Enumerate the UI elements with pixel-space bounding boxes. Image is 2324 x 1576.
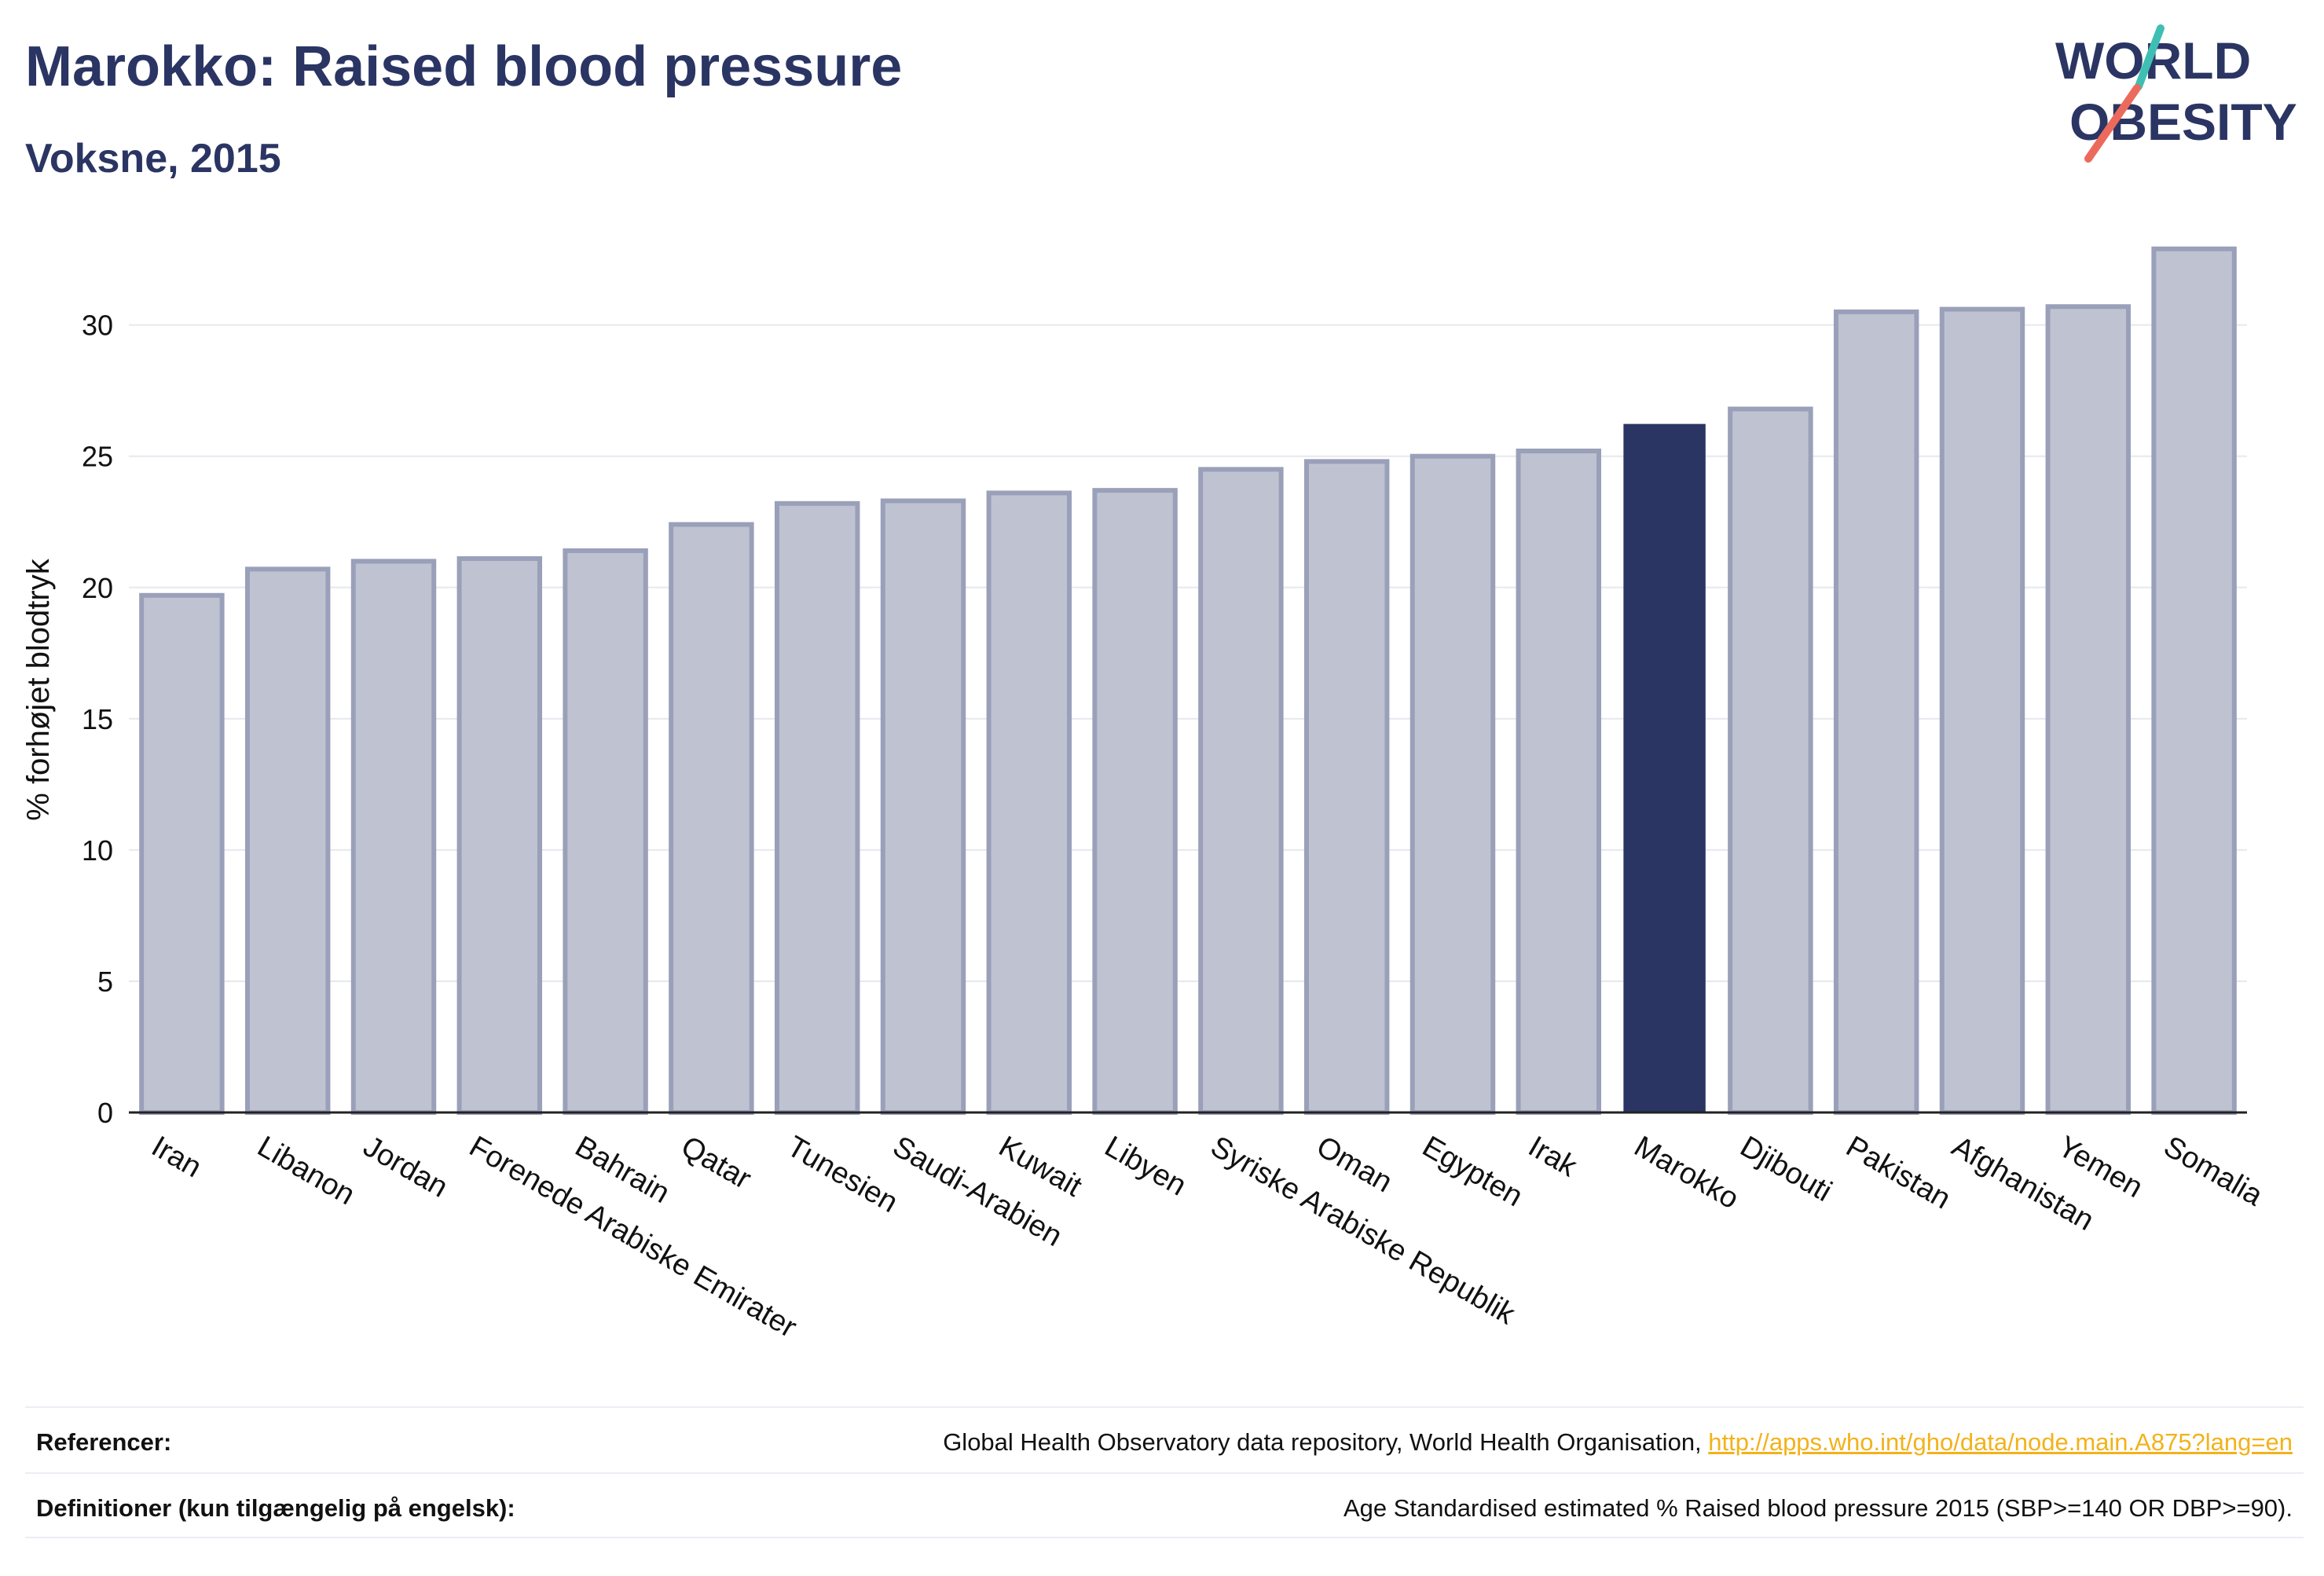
x-tick-label: Somalia [2158, 1130, 2269, 1212]
logo-slash-red [2084, 84, 2141, 163]
bar-forenede-arabiske-emirater [456, 556, 543, 1115]
bar-egypten [1409, 453, 1496, 1115]
x-tick-label: Tunesien [781, 1130, 903, 1219]
bar-pakistan [1833, 309, 1919, 1115]
bar-libyen [1092, 488, 1178, 1115]
bar-yemen [2045, 304, 2132, 1116]
y-tick-label: 15 [82, 703, 113, 735]
references-text: Global Health Observatory data repositor… [943, 1428, 2293, 1457]
y-tick-label: 30 [82, 310, 113, 342]
bar-kuwait [986, 490, 1072, 1115]
y-tick-label: 5 [97, 966, 113, 998]
bar-somalia [2151, 246, 2237, 1115]
bar-irak [1516, 449, 1602, 1115]
x-tick-label: Marokko [1629, 1130, 1744, 1215]
definitions-text: Age Standardised estimated % Raised bloo… [1343, 1494, 2293, 1522]
bar-afghanistan [1939, 306, 2025, 1116]
bar-jordan [350, 559, 437, 1115]
bar-qatar [669, 522, 754, 1115]
bars [139, 246, 2237, 1116]
y-tick-labels: 0 5 10 15 20 25 30 [82, 310, 113, 1129]
y-tick-label: 20 [82, 572, 113, 604]
references-label: Referencer: [36, 1428, 172, 1456]
x-tick-label: Jordan [357, 1130, 453, 1204]
references-source: Global Health Observatory data repositor… [943, 1428, 1709, 1456]
y-tick-label: 10 [82, 834, 113, 867]
x-tick-label: Irak [1523, 1130, 1583, 1184]
logo-slash-teal [2135, 24, 2165, 90]
bar-iran [139, 592, 225, 1115]
bar-oman [1303, 459, 1390, 1115]
y-tick-label: 25 [82, 441, 113, 473]
footer-divider-top [25, 1406, 2304, 1408]
world-obesity-logo: WORLD OBESITY [2055, 24, 2297, 163]
x-tick-label: Egypten [1417, 1130, 1528, 1213]
y-axis-label: % forhøjet blodtryk [21, 558, 56, 820]
x-tick-label: Iran [146, 1130, 207, 1184]
x-tick-label: Djibouti [1735, 1130, 1838, 1208]
bar-marokko [1623, 423, 1706, 1113]
grid-lines [129, 324, 2247, 982]
chart-subtitle: Voksne, 2015 [25, 136, 281, 181]
bar-libanon [244, 566, 331, 1115]
x-tick-label: Qatar [676, 1130, 757, 1196]
bar-bahrain [563, 548, 648, 1115]
x-tick-label: Libanon [251, 1130, 360, 1211]
definitions-label: Definitioner (kun tilgængelig på engelsk… [36, 1494, 515, 1522]
footer-divider-middle [25, 1472, 2304, 1474]
bar-syriske-arabiske-republik [1198, 467, 1284, 1115]
logo-word-obesity: OBESITY [2069, 93, 2297, 151]
chart-title: Marokko: Raised blood pressure [25, 35, 903, 98]
footer-divider-bottom [25, 1537, 2304, 1538]
bar-djibouti [1728, 406, 1813, 1115]
y-tick-label: 0 [97, 1097, 113, 1129]
references-link[interactable]: http://apps.who.int/gho/data/node.main.A… [1708, 1428, 2293, 1456]
x-tick-label: Libyen [1099, 1130, 1192, 1202]
bar-saudi-arabien [880, 498, 966, 1115]
bar-tunesien [774, 500, 860, 1115]
x-tick-label: Pakistan [1840, 1130, 1956, 1215]
